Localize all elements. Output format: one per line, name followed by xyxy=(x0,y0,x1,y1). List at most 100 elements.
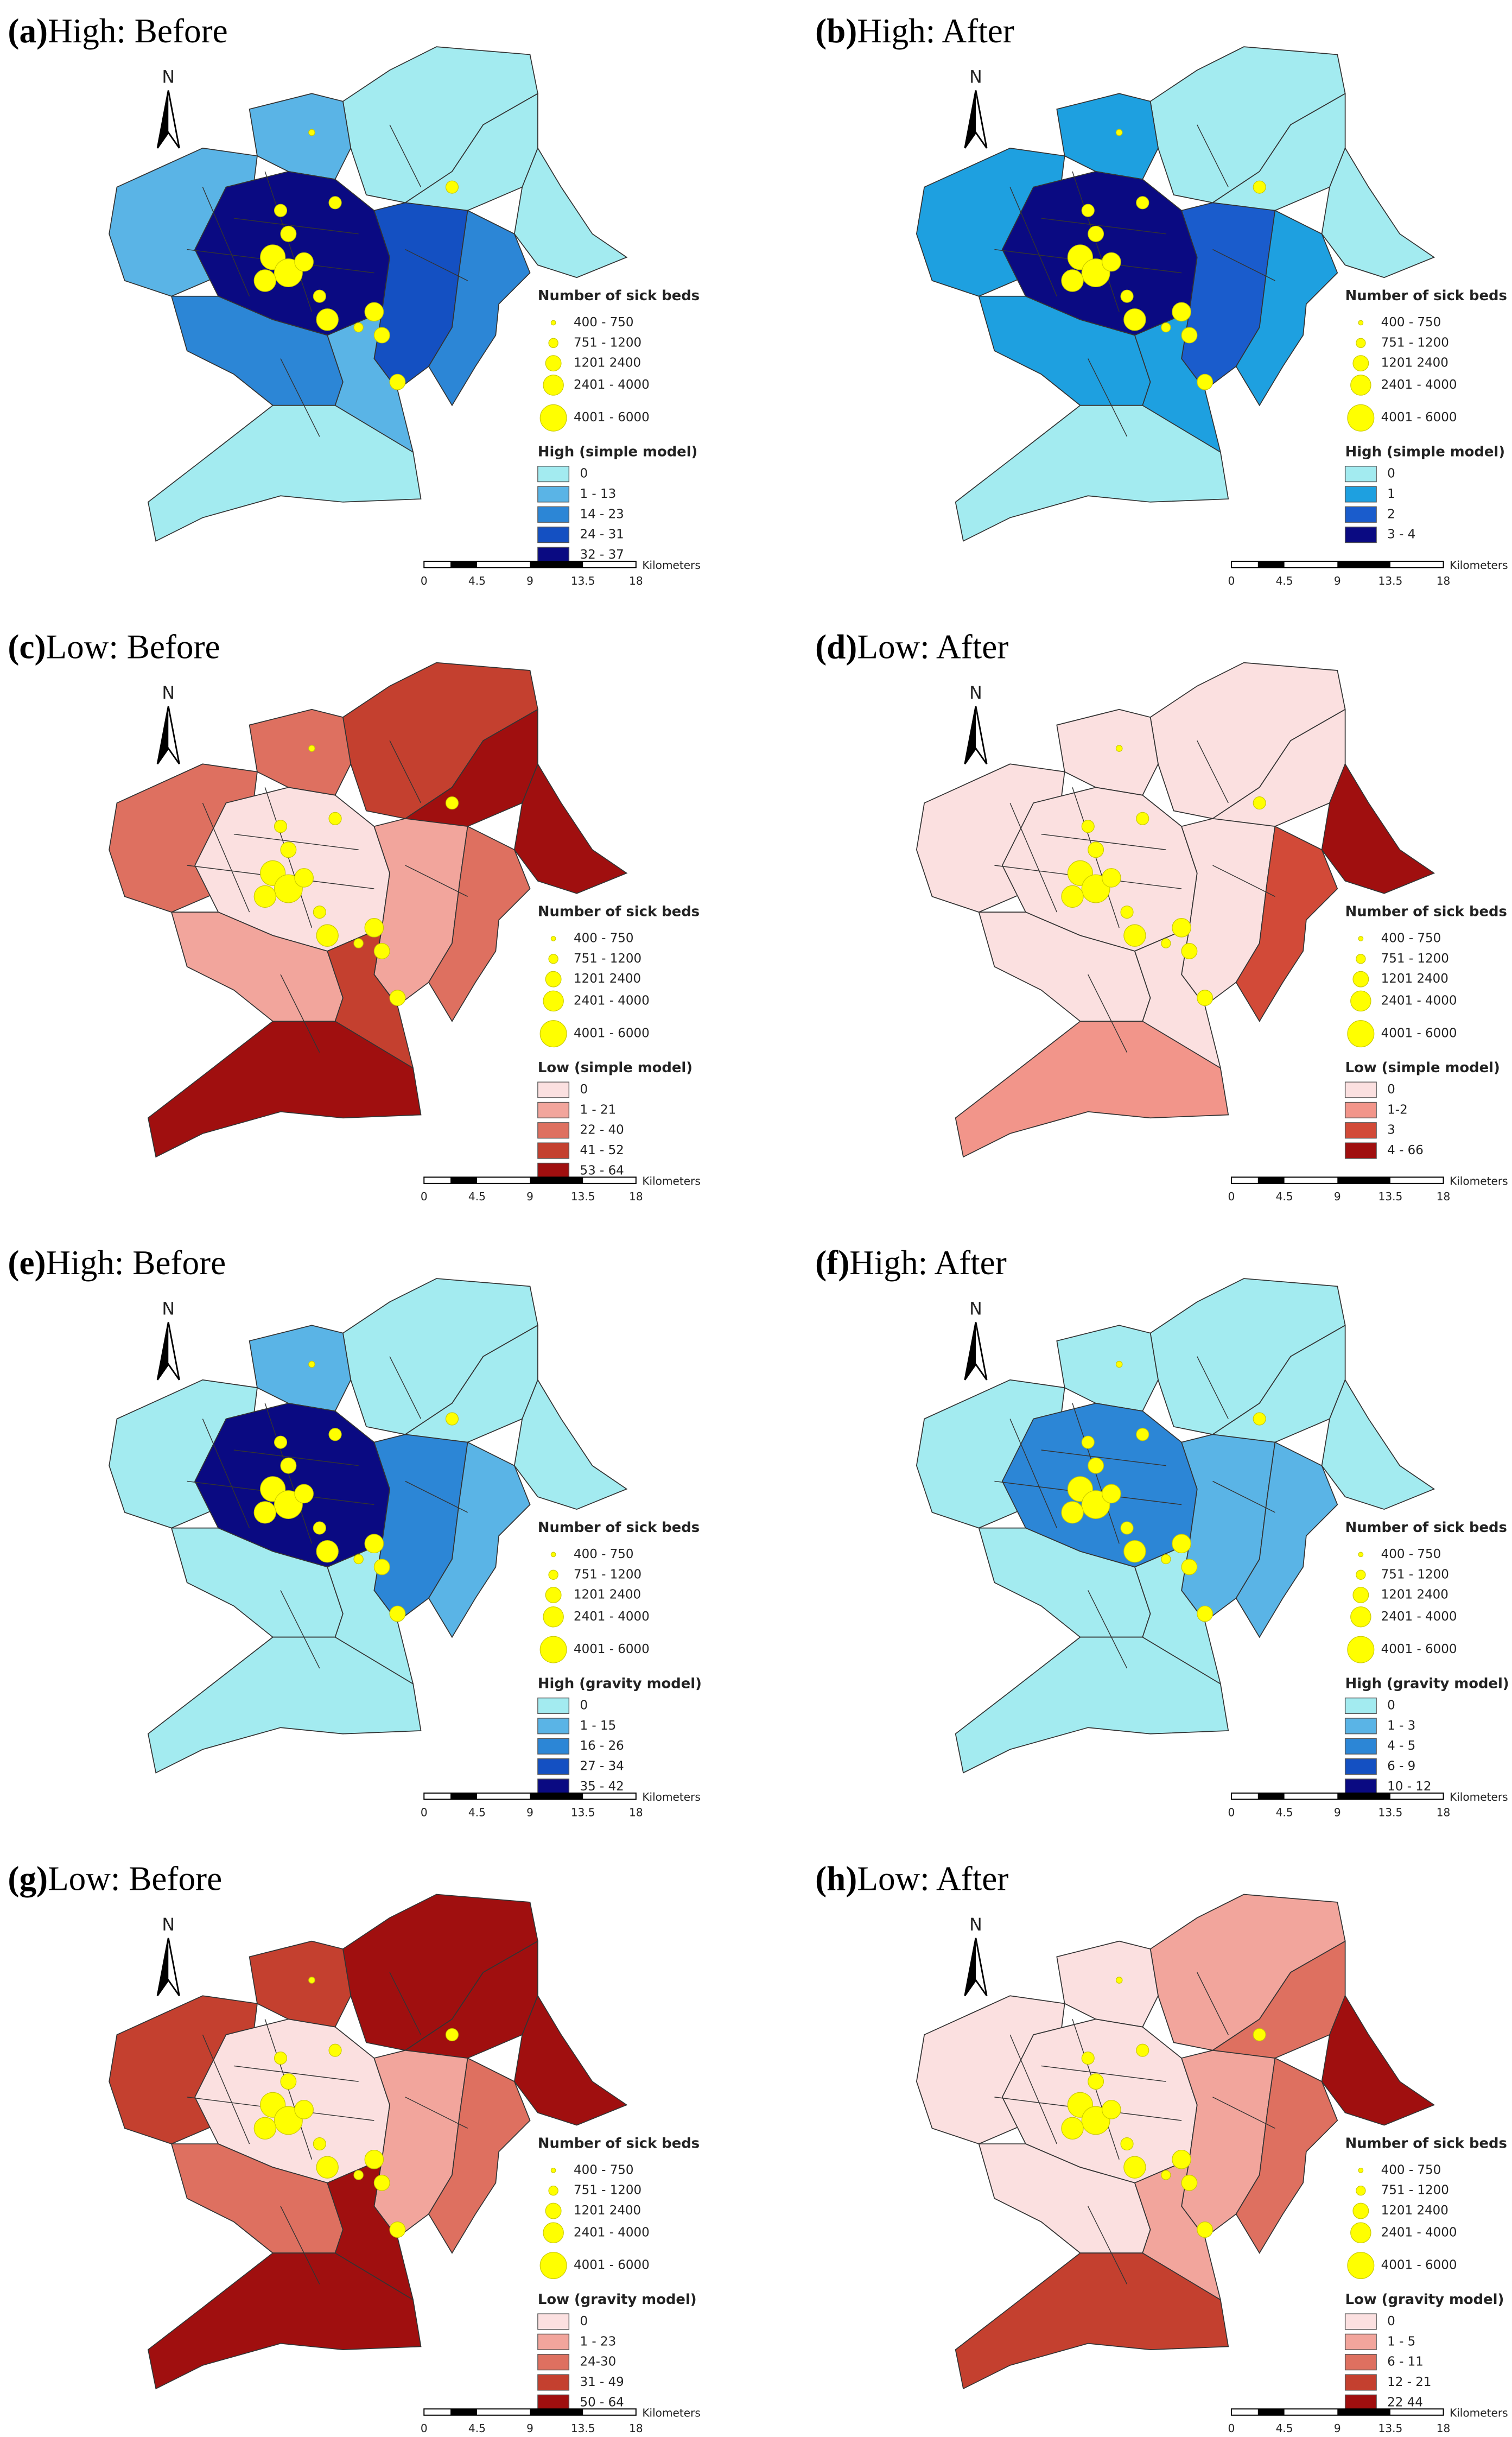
class-legend-swatch xyxy=(537,506,570,523)
panel-title-text: High: Before xyxy=(46,1244,226,1282)
class-legend-swatch xyxy=(537,486,570,503)
class-legend-swatch xyxy=(1344,1778,1377,1795)
class-legend-swatch xyxy=(537,1758,570,1775)
hospital xyxy=(1161,322,1171,333)
panel-title-text: Low: Before xyxy=(46,628,220,666)
class-legend-label: 32 - 37 xyxy=(580,548,624,562)
hospital xyxy=(1115,745,1123,752)
panel-tag: (a) xyxy=(8,12,48,50)
district xyxy=(147,2252,422,2390)
scale-label: 9 xyxy=(526,1190,533,1203)
scale-label: 18 xyxy=(1437,1190,1451,1203)
beds-legend-symbol xyxy=(1356,338,1366,349)
hospital xyxy=(1115,1360,1123,1368)
class-legend-label: 27 - 34 xyxy=(580,1759,624,1774)
beds-legend-symbol xyxy=(543,1606,564,1628)
beds-legend-label: 4001 - 6000 xyxy=(574,1027,650,1041)
class-legend-swatch xyxy=(1344,2333,1377,2350)
scale-label: 9 xyxy=(1334,574,1341,587)
scale-label: 0 xyxy=(1228,2422,1235,2435)
beds-legend-title: Number of sick beds xyxy=(1345,1520,1507,1536)
class-legend-label: 24 - 31 xyxy=(580,528,624,542)
beds-legend-label: 2401 - 4000 xyxy=(1381,2225,1457,2239)
hospital xyxy=(1123,2156,1146,2179)
scale-label: 13.5 xyxy=(571,1806,595,1819)
district-boundary xyxy=(1197,1972,1229,2035)
scale-label: 4.5 xyxy=(1276,574,1293,587)
class-legend-swatch xyxy=(1344,2313,1377,2330)
beds-legend-label: 400 - 750 xyxy=(1381,2163,1441,2177)
hospital xyxy=(1102,252,1121,272)
class-legend-swatch xyxy=(1344,466,1377,483)
class-legend-label: 31 - 49 xyxy=(580,2375,624,2389)
district-boundary xyxy=(280,2206,320,2284)
hospital xyxy=(1181,943,1198,959)
hospital xyxy=(1136,812,1149,825)
hospital xyxy=(364,1534,384,1554)
class-legend-label: 4 - 5 xyxy=(1387,1739,1415,1753)
panel: (c)Low: Before N Number of sick beds 400 - … xyxy=(8,628,700,1203)
district-boundary xyxy=(1088,2206,1128,2284)
beds-legend-symbol xyxy=(548,1569,558,1580)
class-legend-label: 1-2 xyxy=(1387,1103,1408,1117)
hospital xyxy=(308,129,315,136)
class-legend-label: 0 xyxy=(1387,467,1395,481)
class-legend-swatch xyxy=(1344,1142,1377,1159)
scale-bar-segment xyxy=(1337,1177,1390,1183)
beds-legend-label: 400 - 750 xyxy=(1381,931,1441,945)
beds-legend-label: 751 - 1200 xyxy=(574,2183,641,2198)
class-legend-label: 22 44 xyxy=(1387,2395,1423,2409)
hospital xyxy=(280,1457,297,1474)
hospital xyxy=(1253,2028,1266,2042)
district-boundary xyxy=(1197,124,1229,187)
district xyxy=(1321,1995,1435,2126)
hospital xyxy=(1123,308,1146,331)
class-legend-swatch xyxy=(537,1778,570,1795)
beds-legend-label: 751 - 1200 xyxy=(574,1567,641,1581)
scale-label: 0 xyxy=(1228,1190,1235,1203)
scale-unit: Kilometers xyxy=(1450,559,1508,572)
hospital xyxy=(1088,225,1104,242)
district-boundary xyxy=(280,358,320,437)
beds-legend-symbol xyxy=(548,2186,558,2196)
district xyxy=(955,1021,1229,1158)
beds-legend-label: 751 - 1200 xyxy=(1381,336,1449,350)
class-legend-swatch xyxy=(1344,486,1377,503)
hospital xyxy=(1102,2100,1121,2119)
panel-tag: (e) xyxy=(8,1244,46,1282)
district xyxy=(249,93,352,180)
hospital xyxy=(353,322,364,333)
beds-legend-label: 2401 - 4000 xyxy=(574,2225,650,2239)
district-boundary xyxy=(233,1449,359,1466)
scale-bar-segment xyxy=(530,2409,583,2415)
panel: (e)High: Before N Number of sick beds 400 -… xyxy=(8,1244,701,1819)
hospital xyxy=(1081,1435,1095,1449)
hospital xyxy=(1136,2043,1149,2057)
beds-legend-label: 400 - 750 xyxy=(574,931,634,945)
district xyxy=(1235,2057,1338,2254)
north-label: N xyxy=(969,683,982,703)
district-boundary xyxy=(1197,740,1229,803)
class-legend-label: 16 - 26 xyxy=(580,1739,624,1753)
class-legend-label: 3 xyxy=(1387,1123,1395,1137)
class-legend-label: 1 - 13 xyxy=(580,487,616,501)
scale-bar-segment xyxy=(530,1177,583,1183)
class-legend-label: 12 - 21 xyxy=(1387,2375,1431,2389)
panel-title-text: High: After xyxy=(857,12,1014,50)
north-arrow-half xyxy=(964,90,976,148)
scale-bar-segment xyxy=(1257,2409,1285,2415)
beds-legend-symbol xyxy=(1350,375,1371,396)
district xyxy=(513,1378,628,1510)
north-arrow-half xyxy=(157,1938,169,1996)
beds-legend-label: 1201 2400 xyxy=(1381,1588,1449,1602)
class-legend-title: Low (simple model) xyxy=(538,1060,693,1076)
panel-title: (e)High: Before xyxy=(8,1244,226,1282)
district xyxy=(1235,825,1338,1022)
panel: (f)High: After N Number of sick beds 400 - … xyxy=(815,1244,1509,1819)
beds-legend-label: 751 - 1200 xyxy=(574,336,641,350)
class-legend-title: High (simple model) xyxy=(538,444,697,460)
class-legend-title: High (simple model) xyxy=(1345,444,1505,460)
class-legend-swatch xyxy=(537,1162,570,1179)
scale-label: 9 xyxy=(526,574,533,587)
beds-legend-symbol xyxy=(1352,355,1369,372)
